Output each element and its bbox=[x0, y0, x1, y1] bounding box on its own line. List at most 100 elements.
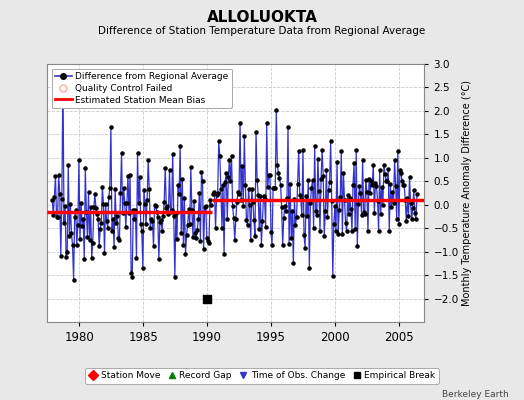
Point bbox=[100, 250, 108, 256]
Point bbox=[298, 212, 306, 218]
Point bbox=[92, 204, 100, 211]
Point bbox=[336, 194, 344, 200]
Point bbox=[283, 195, 291, 201]
Point bbox=[358, 157, 367, 163]
Point bbox=[57, 253, 65, 260]
Point bbox=[228, 202, 237, 209]
Point bbox=[343, 227, 351, 234]
Point bbox=[142, 221, 150, 227]
Point bbox=[318, 147, 326, 154]
Point bbox=[397, 170, 405, 176]
Point bbox=[141, 201, 149, 207]
Point bbox=[379, 202, 387, 208]
Point bbox=[314, 156, 322, 162]
Point bbox=[309, 225, 318, 231]
Point bbox=[296, 192, 304, 198]
Point bbox=[116, 190, 125, 196]
Point bbox=[129, 206, 137, 213]
Point bbox=[125, 210, 133, 216]
Point bbox=[187, 164, 195, 170]
Point bbox=[115, 237, 124, 243]
Point bbox=[198, 169, 206, 175]
Point bbox=[345, 211, 353, 217]
Point bbox=[73, 242, 81, 248]
Point bbox=[88, 254, 96, 261]
Point bbox=[77, 200, 85, 206]
Point bbox=[319, 173, 328, 179]
Point bbox=[174, 182, 182, 188]
Point bbox=[164, 210, 172, 217]
Point bbox=[323, 214, 332, 220]
Point bbox=[63, 249, 71, 256]
Point bbox=[154, 214, 162, 220]
Y-axis label: Monthly Temperature Anomaly Difference (°C): Monthly Temperature Anomaly Difference (… bbox=[462, 80, 472, 306]
Point bbox=[136, 174, 144, 180]
Point bbox=[306, 200, 314, 206]
Point bbox=[357, 212, 366, 218]
Point bbox=[313, 212, 321, 218]
Point bbox=[193, 227, 201, 233]
Point bbox=[322, 167, 331, 174]
Point bbox=[49, 212, 58, 218]
Point bbox=[113, 213, 122, 219]
Point bbox=[196, 238, 204, 244]
Point bbox=[114, 234, 123, 241]
Point bbox=[266, 172, 274, 178]
Point bbox=[242, 217, 250, 223]
Point bbox=[287, 235, 296, 241]
Point bbox=[350, 160, 358, 166]
Point bbox=[180, 195, 189, 201]
Point bbox=[272, 106, 280, 113]
Point bbox=[89, 240, 97, 246]
Point bbox=[391, 183, 400, 189]
Point bbox=[259, 193, 268, 200]
Point bbox=[291, 222, 300, 228]
Point bbox=[192, 234, 200, 241]
Point bbox=[102, 218, 111, 224]
Point bbox=[74, 221, 82, 228]
Point bbox=[217, 186, 225, 192]
Point bbox=[111, 186, 119, 192]
Point bbox=[183, 222, 192, 228]
Point bbox=[76, 236, 84, 242]
Point bbox=[226, 178, 235, 184]
Point bbox=[271, 185, 279, 191]
Point bbox=[234, 189, 242, 195]
Point bbox=[248, 186, 256, 192]
Point bbox=[361, 211, 369, 217]
Point bbox=[340, 196, 348, 203]
Point bbox=[189, 234, 197, 240]
Point bbox=[165, 166, 173, 173]
Point bbox=[347, 206, 355, 212]
Point bbox=[249, 198, 257, 205]
Point bbox=[53, 214, 62, 220]
Point bbox=[109, 216, 117, 222]
Point bbox=[48, 197, 57, 203]
Point bbox=[353, 243, 362, 249]
Point bbox=[321, 208, 330, 214]
Point bbox=[214, 138, 223, 144]
Point bbox=[356, 190, 365, 197]
Point bbox=[365, 176, 373, 182]
Point bbox=[392, 216, 401, 222]
Point bbox=[394, 148, 402, 154]
Point bbox=[91, 191, 99, 198]
Point bbox=[159, 212, 167, 219]
Point bbox=[227, 152, 236, 159]
Point bbox=[170, 213, 178, 220]
Point bbox=[67, 230, 75, 236]
Point bbox=[240, 133, 248, 140]
Point bbox=[110, 244, 118, 250]
Point bbox=[54, 172, 63, 178]
Point bbox=[144, 157, 152, 163]
Point bbox=[130, 216, 138, 222]
Point bbox=[210, 189, 219, 195]
Legend: Station Move, Record Gap, Time of Obs. Change, Empirical Break: Station Move, Record Gap, Time of Obs. C… bbox=[85, 368, 439, 384]
Point bbox=[175, 191, 183, 197]
Point bbox=[267, 229, 275, 236]
Point bbox=[372, 182, 380, 189]
Point bbox=[307, 185, 315, 191]
Point bbox=[380, 162, 388, 168]
Point bbox=[294, 148, 303, 154]
Point bbox=[263, 120, 271, 126]
